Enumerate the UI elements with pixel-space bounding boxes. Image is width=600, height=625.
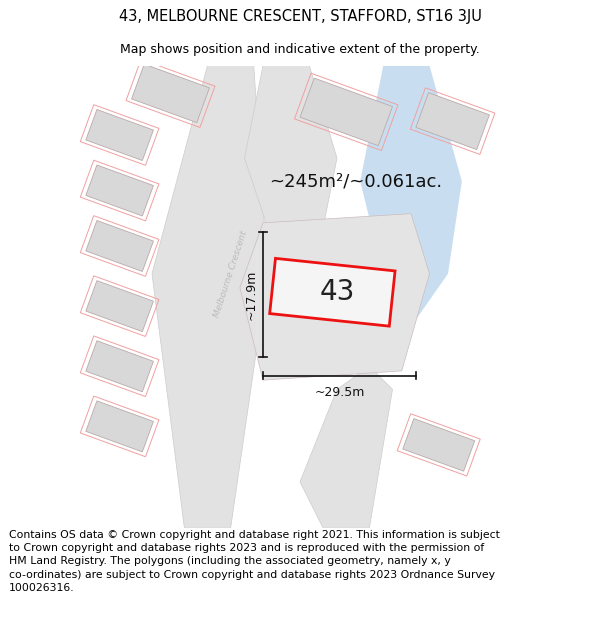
Polygon shape xyxy=(300,366,392,528)
Polygon shape xyxy=(360,66,462,320)
Text: ~245m²/~0.061ac.: ~245m²/~0.061ac. xyxy=(269,173,442,190)
Text: Contains OS data © Crown copyright and database right 2021. This information is : Contains OS data © Crown copyright and d… xyxy=(9,530,500,593)
Polygon shape xyxy=(245,66,337,251)
Polygon shape xyxy=(86,401,154,452)
Polygon shape xyxy=(86,165,154,216)
Text: ~17.9m: ~17.9m xyxy=(244,269,257,320)
Polygon shape xyxy=(416,92,490,149)
Polygon shape xyxy=(86,281,154,332)
Polygon shape xyxy=(240,214,430,380)
Polygon shape xyxy=(86,221,154,271)
Text: Map shows position and indicative extent of the property.: Map shows position and indicative extent… xyxy=(120,42,480,56)
Polygon shape xyxy=(403,419,475,471)
Polygon shape xyxy=(86,341,154,392)
Polygon shape xyxy=(269,258,395,326)
Polygon shape xyxy=(86,109,154,161)
Polygon shape xyxy=(131,64,209,122)
Text: Melbourne Crescent: Melbourne Crescent xyxy=(212,229,249,318)
Polygon shape xyxy=(300,78,392,146)
Text: 43: 43 xyxy=(319,278,355,306)
Text: 43, MELBOURNE CRESCENT, STAFFORD, ST16 3JU: 43, MELBOURNE CRESCENT, STAFFORD, ST16 3… xyxy=(119,9,481,24)
Polygon shape xyxy=(152,66,268,528)
Text: ~29.5m: ~29.5m xyxy=(314,386,365,399)
